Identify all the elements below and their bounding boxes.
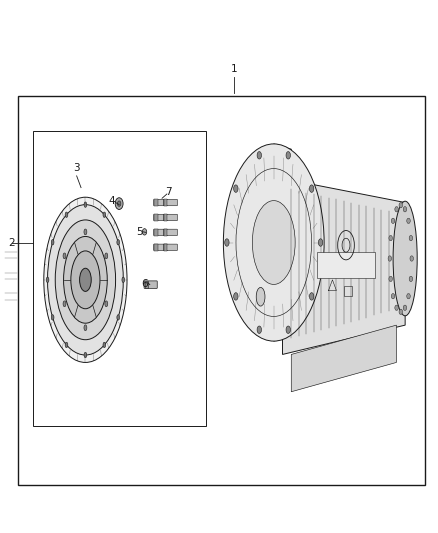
Ellipse shape (223, 144, 324, 341)
Ellipse shape (318, 239, 323, 246)
Ellipse shape (407, 294, 410, 299)
FancyBboxPatch shape (163, 199, 177, 206)
Ellipse shape (310, 293, 314, 300)
Ellipse shape (395, 207, 398, 212)
Polygon shape (274, 144, 291, 341)
Bar (154, 244, 158, 251)
Text: 2: 2 (8, 238, 14, 247)
Ellipse shape (63, 301, 66, 306)
Bar (164, 244, 167, 251)
FancyBboxPatch shape (144, 281, 157, 288)
Ellipse shape (63, 253, 66, 259)
Ellipse shape (117, 314, 120, 320)
Ellipse shape (51, 314, 54, 320)
Ellipse shape (44, 197, 127, 362)
Ellipse shape (310, 185, 314, 192)
Ellipse shape (388, 256, 392, 261)
Ellipse shape (84, 325, 87, 330)
Ellipse shape (117, 239, 120, 245)
Ellipse shape (46, 277, 49, 282)
Bar (164, 229, 167, 236)
Ellipse shape (103, 212, 106, 217)
Ellipse shape (410, 256, 413, 261)
Ellipse shape (64, 237, 107, 323)
FancyBboxPatch shape (163, 214, 177, 221)
FancyBboxPatch shape (163, 229, 177, 236)
Ellipse shape (233, 185, 238, 192)
Ellipse shape (257, 151, 261, 159)
Bar (164, 199, 167, 206)
Bar (154, 214, 158, 221)
Bar (154, 229, 158, 236)
Polygon shape (291, 325, 396, 392)
Ellipse shape (80, 268, 91, 292)
Ellipse shape (117, 201, 121, 206)
Bar (145, 281, 148, 288)
Ellipse shape (407, 218, 410, 223)
Ellipse shape (225, 239, 229, 246)
Bar (154, 199, 158, 206)
Ellipse shape (389, 236, 392, 241)
Text: 5: 5 (136, 227, 143, 237)
Ellipse shape (48, 205, 123, 355)
Ellipse shape (55, 220, 116, 340)
Ellipse shape (71, 251, 100, 309)
Bar (164, 214, 167, 221)
Ellipse shape (391, 294, 395, 299)
Ellipse shape (84, 352, 87, 358)
FancyBboxPatch shape (163, 244, 177, 251)
Ellipse shape (257, 326, 261, 334)
Ellipse shape (286, 151, 290, 159)
Text: 7: 7 (165, 187, 172, 197)
Ellipse shape (256, 287, 265, 306)
Ellipse shape (252, 200, 295, 285)
FancyBboxPatch shape (154, 214, 168, 221)
Ellipse shape (65, 342, 68, 348)
Polygon shape (283, 179, 405, 354)
Text: 1: 1 (231, 63, 238, 74)
Ellipse shape (391, 218, 395, 223)
Text: 6: 6 (141, 279, 148, 288)
Ellipse shape (409, 236, 413, 241)
FancyBboxPatch shape (154, 229, 168, 236)
Ellipse shape (395, 305, 398, 310)
Ellipse shape (122, 277, 125, 282)
Ellipse shape (115, 198, 123, 209)
Ellipse shape (409, 276, 413, 281)
FancyBboxPatch shape (317, 252, 375, 278)
Ellipse shape (103, 342, 106, 348)
Ellipse shape (286, 326, 290, 334)
FancyBboxPatch shape (154, 244, 168, 251)
Ellipse shape (105, 301, 108, 306)
Ellipse shape (105, 253, 108, 259)
Bar (18, 96, 425, 485)
Ellipse shape (399, 203, 403, 208)
Ellipse shape (233, 293, 238, 300)
Ellipse shape (403, 305, 407, 310)
Ellipse shape (403, 207, 407, 212)
Ellipse shape (65, 212, 68, 217)
Text: 4: 4 (108, 196, 115, 206)
Bar (344, 286, 352, 296)
FancyBboxPatch shape (154, 199, 168, 206)
Ellipse shape (51, 239, 54, 245)
Bar (33, 131, 206, 426)
Ellipse shape (389, 276, 392, 281)
Ellipse shape (84, 229, 87, 235)
Ellipse shape (142, 229, 147, 235)
Ellipse shape (399, 309, 403, 314)
Ellipse shape (84, 202, 87, 207)
Text: 3: 3 (73, 163, 80, 173)
Ellipse shape (393, 201, 417, 316)
